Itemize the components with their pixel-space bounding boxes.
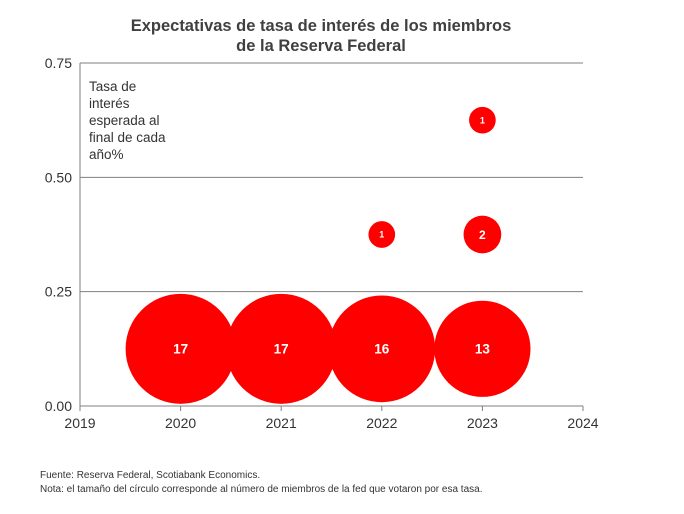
annotation-line: interés bbox=[89, 96, 130, 111]
gridlines bbox=[80, 62, 583, 293]
bubble bbox=[328, 295, 436, 403]
y-axis-ticks: 0.00 0.25 0.50 0.75 bbox=[45, 55, 72, 414]
bubble bbox=[125, 293, 236, 404]
bubble-count-label: 17 bbox=[274, 342, 289, 357]
x-tick-label: 2022 bbox=[366, 415, 397, 431]
annotation-line: esperada al bbox=[89, 113, 160, 128]
bubble bbox=[463, 215, 502, 254]
axes bbox=[79, 63, 583, 407]
x-axis-ticks: 2019 2020 2021 2022 2023 2024 bbox=[64, 406, 599, 431]
x-tick-label: 2023 bbox=[467, 415, 498, 431]
annotation-line: año% bbox=[89, 147, 124, 162]
bubble-count-label: 16 bbox=[374, 342, 390, 357]
bubble bbox=[469, 106, 496, 134]
annotation-line: Tasa de bbox=[89, 79, 136, 94]
bubble bbox=[368, 221, 396, 248]
y-tick-label: 0.00 bbox=[45, 398, 72, 414]
chart-title-line: Expectativas de tasa de interés de los m… bbox=[131, 17, 512, 35]
y-tick-label: 0.50 bbox=[45, 169, 72, 185]
y-tick-label: 0.25 bbox=[45, 284, 72, 300]
source-note: Fuente: Reserva Federal, Scotiabank Econ… bbox=[40, 470, 261, 481]
bubble-count-label: 17 bbox=[173, 342, 188, 357]
annotation-line: final de cada bbox=[89, 130, 166, 145]
x-tick-label: 2020 bbox=[165, 415, 196, 431]
bubble bbox=[434, 300, 531, 397]
y-axis-annotation: Tasa de interés esperada al final de cada añ… bbox=[89, 79, 166, 162]
x-tick-label: 2024 bbox=[567, 415, 598, 431]
bubble-count-label: 1 bbox=[480, 115, 485, 125]
chart-title-line: de la Reserva Federal bbox=[236, 37, 406, 55]
bubble bbox=[226, 293, 337, 404]
x-tick-label: 2019 bbox=[64, 415, 95, 431]
bubble-count-label: 2 bbox=[479, 228, 486, 242]
chart-title: Expectativas de tasa de interés de los m… bbox=[131, 17, 512, 55]
bubbles: 17 17 16 1 13 2 1 bbox=[125, 106, 531, 404]
size-note: Nota: el tamaño del círculo corresponde … bbox=[40, 484, 483, 495]
y-tick-label: 0.75 bbox=[45, 55, 72, 71]
bubble-count-label: 13 bbox=[475, 342, 491, 357]
bubble-count-label: 1 bbox=[379, 230, 384, 240]
x-tick-label: 2021 bbox=[266, 415, 297, 431]
